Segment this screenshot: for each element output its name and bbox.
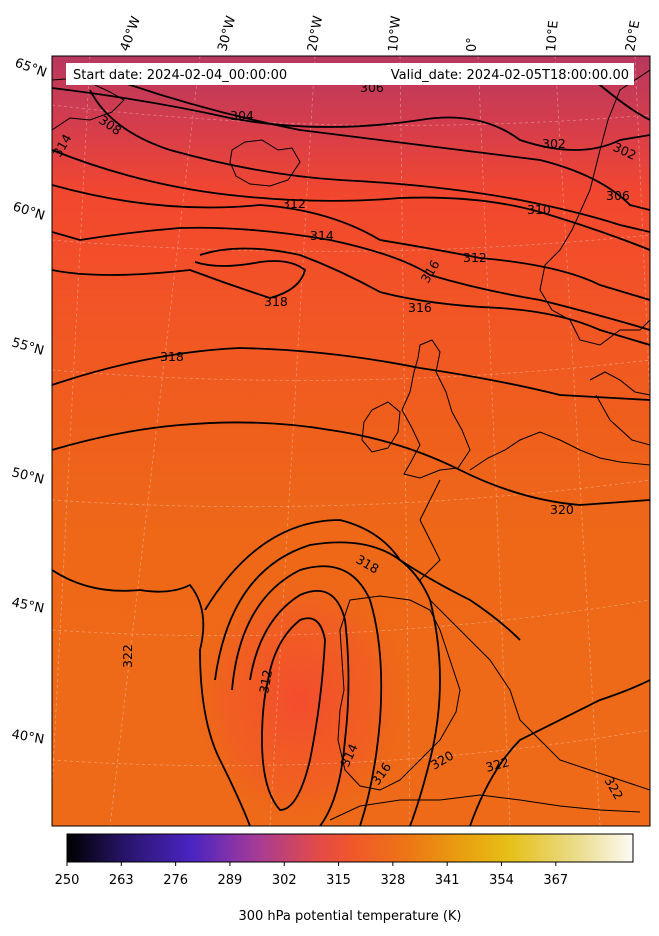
contour-label: 318 [160,349,184,364]
valid-date-text: Valid_date: 2024-02-05T18:00:00.00 [391,68,629,83]
lat-label: 50°N [10,465,45,487]
colorbar-tick-label: 367 [543,873,568,888]
date-info-box [66,63,634,85]
map-frame [51,55,651,827]
contour-318-main [52,347,650,401]
contour-label: 312 [282,196,306,211]
contour-314 [52,226,650,331]
contour-312 [52,184,650,301]
contour-label: 314 [310,228,334,243]
latitude-labels: 65°N 60°N 55°N 50°N 45°N 40°N [10,56,49,748]
contour-322-west [52,569,251,826]
contour-310 [52,149,650,251]
colorbar-gradient [66,833,634,863]
contour-label: 312 [463,250,487,265]
colorbar-title: 300 hPa potential temperature (K) [238,909,461,924]
contour-label: 316 [408,300,432,315]
colorbar-tick-label: 250 [55,873,80,888]
longitude-labels: 40°W 30°W 20°W 10°W 0° 10°E 20°E [118,14,644,53]
contour-308 [89,89,650,233]
europe-coast [419,431,650,791]
north-africa-coast [329,794,641,821]
colorbar-tick-label: 341 [435,873,460,888]
lat-label: 65°N [13,56,49,81]
contour-label: 302 [542,136,566,151]
lat-label: 40°N [10,727,45,747]
contour-322-east [469,679,650,826]
lon-label: 20°W [305,15,326,53]
colorbar-ticks: 250 263 276 289 302 315 328 341 354 367 [55,862,568,888]
colorbar-tick-label: 263 [109,873,134,888]
lon-label: 30°W [215,14,239,53]
contour-316-core [231,565,383,826]
lon-label: 40°W [118,14,144,53]
colorbar-tick-label: 328 [380,873,405,888]
lon-label: 10°E [544,20,562,52]
contour-306 [109,77,650,211]
lat-label: 55°N [10,335,46,358]
contour-312-core [261,617,326,811]
contour-316 [199,247,650,346]
iberia-coast [337,595,461,791]
contour-320 [52,421,650,506]
contour-label: 320 [550,502,574,517]
contour-label: 310 [527,202,551,217]
colorbar-tick-label: 354 [489,873,514,888]
contour-label: 312 [256,668,275,694]
start-date-text: Start date: 2024-02-04_00:00:00 [73,68,287,83]
iceland-coast [229,139,301,187]
contour-314-core [249,590,350,826]
colorbar: 250 263 276 289 302 315 328 341 354 367 300 hPa p… [55,833,634,924]
scandinavia-coast [539,69,650,346]
great-britain-coast [401,339,471,479]
lon-label: 10°W [386,15,404,52]
lat-label: 45°N [10,595,45,616]
colorbar-tick-label: 276 [163,873,188,888]
colorbar-tick-label: 289 [218,873,243,888]
colorbar-tick-label: 315 [326,873,351,888]
coastlines [52,69,650,821]
baltic-coast [589,371,650,446]
contour-320-core [214,541,441,826]
contour-label: 322 [484,754,511,775]
contour-304 [52,87,650,151]
lon-label: 0° [465,37,480,52]
lon-label: 20°E [623,19,643,52]
colorbar-tick-label: 302 [272,873,297,888]
contour-318-south [204,519,521,641]
contour-318-north [52,260,307,299]
contour-label: 322 [120,644,135,668]
contour-label: 304 [230,108,254,123]
contour-label: 318 [264,294,288,309]
ireland-coast [361,401,401,453]
contours [52,66,650,826]
lat-label: 60°N [11,200,47,224]
map-area: 302 304 304 306 306 308 310 312 312 312 … [52,56,650,826]
contour-label: 306 [606,188,630,203]
